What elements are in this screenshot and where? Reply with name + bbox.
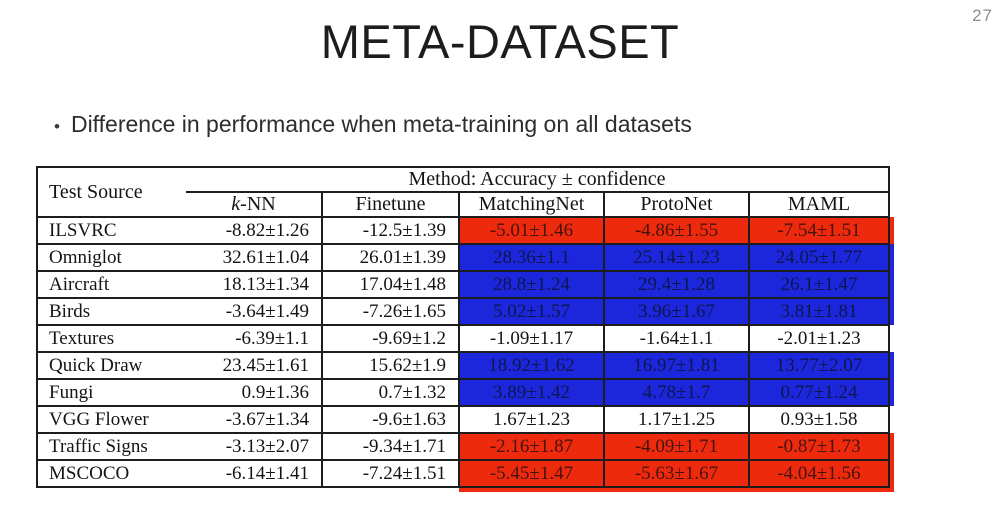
row-label: MSCOCO bbox=[36, 459, 186, 488]
value-cell: -9.34±1.71 bbox=[321, 432, 460, 461]
value-cell: 3.96±1.67 bbox=[603, 297, 750, 326]
value-cell: 0.77±1.24 bbox=[748, 378, 890, 407]
group-header-row: Test Source Method: Accuracy ± confidenc… bbox=[36, 166, 890, 218]
value-cell: 18.92±1.62 bbox=[458, 351, 605, 380]
value-cell: -5.45±1.47 bbox=[458, 459, 605, 488]
table-row: Fungi 0.9±1.36 0.7±1.32 3.89±1.42 4.78±1.7 0.… bbox=[36, 378, 890, 407]
column-header-matchingnet: MatchingNet bbox=[458, 191, 605, 218]
value-cell: -0.87±1.73 bbox=[748, 432, 890, 461]
value-cell: -4.86±1.55 bbox=[603, 216, 750, 245]
value-cell: -6.14±1.41 bbox=[186, 459, 323, 488]
row-label: Aircraft bbox=[36, 270, 186, 299]
value-cell: 0.7±1.32 bbox=[321, 378, 460, 407]
bullet-text: Difference in performance when meta-trai… bbox=[70, 111, 692, 137]
table-row: Birds -3.64±1.49 -7.26±1.65 5.02±1.57 3.96±1… bbox=[36, 297, 890, 326]
value-cell: 1.67±1.23 bbox=[458, 405, 605, 434]
row-label: VGG Flower bbox=[36, 405, 186, 434]
table-row: Textures -6.39±1.1 -9.69±1.2 -1.09±1.17 -1.6… bbox=[36, 324, 890, 353]
value-cell: 28.36±1.1 bbox=[458, 243, 605, 272]
table-row: ILSVRC -8.82±1.26 -12.5±1.39 -5.01±1.46 -4.8… bbox=[36, 216, 890, 245]
value-cell: 16.97±1.81 bbox=[603, 351, 750, 380]
value-cell: 24.05±1.77 bbox=[748, 243, 890, 272]
value-cell: 1.17±1.25 bbox=[603, 405, 750, 434]
method-header-row: k-NN Finetune MatchingNet ProtoNet MAML bbox=[37, 191, 890, 218]
value-cell: -8.82±1.26 bbox=[186, 216, 323, 245]
page-title: META-DATASET bbox=[320, 15, 680, 68]
value-cell: 26.01±1.39 bbox=[321, 243, 460, 272]
results-table-wrap: Test Source Method: Accuracy ± confidenc… bbox=[36, 166, 890, 488]
value-cell: 29.4±1.28 bbox=[603, 270, 750, 299]
value-cell: -5.01±1.46 bbox=[458, 216, 605, 245]
value-cell: 5.02±1.57 bbox=[458, 297, 605, 326]
column-header-k-nn: k-NN bbox=[186, 191, 323, 218]
value-cell: 32.61±1.04 bbox=[186, 243, 323, 272]
value-cell: -2.16±1.87 bbox=[458, 432, 605, 461]
table-row: MSCOCO -6.14±1.41 -7.24±1.51 -5.45±1.47 -5.6… bbox=[36, 459, 890, 488]
table-row: Omniglot 32.61±1.04 26.01±1.39 28.36±1.1 25.… bbox=[36, 243, 890, 272]
value-cell: -3.64±1.49 bbox=[186, 297, 323, 326]
value-cell: 17.04±1.48 bbox=[321, 270, 460, 299]
value-cell: -3.67±1.34 bbox=[186, 405, 323, 434]
value-cell: 0.93±1.58 bbox=[748, 405, 890, 434]
row-label: Traffic Signs bbox=[36, 432, 186, 461]
bullet-line: • Difference in performance when meta-tr… bbox=[54, 111, 692, 138]
value-cell: -9.6±1.63 bbox=[321, 405, 460, 434]
row-label: Textures bbox=[36, 324, 186, 353]
value-cell: -7.26±1.65 bbox=[321, 297, 460, 326]
value-cell: -3.13±2.07 bbox=[186, 432, 323, 461]
value-cell: -4.04±1.56 bbox=[748, 459, 890, 488]
value-cell: 3.89±1.42 bbox=[458, 378, 605, 407]
value-cell: 28.8±1.24 bbox=[458, 270, 605, 299]
row-label: ILSVRC bbox=[36, 216, 186, 245]
results-table: Test Source Method: Accuracy ± confidenc… bbox=[36, 166, 890, 488]
column-header-finetune: Finetune bbox=[321, 191, 460, 218]
row-label: Quick Draw bbox=[36, 351, 186, 380]
table-row: Traffic Signs -3.13±2.07 -9.34±1.71 -2.16±1… bbox=[36, 432, 890, 461]
table-row: Aircraft 18.13±1.34 17.04±1.48 28.8±1.24 29.… bbox=[36, 270, 890, 299]
table-row: VGG Flower -3.67±1.34 -9.6±1.63 1.67±1.23 1.… bbox=[36, 405, 890, 434]
value-cell: 0.9±1.36 bbox=[186, 378, 323, 407]
slide-number: 27 bbox=[972, 6, 993, 25]
value-cell: -1.09±1.17 bbox=[458, 324, 605, 353]
value-cell: -5.63±1.67 bbox=[603, 459, 750, 488]
value-cell: -1.64±1.1 bbox=[603, 324, 750, 353]
row-label: Birds bbox=[36, 297, 186, 326]
value-cell: 18.13±1.34 bbox=[186, 270, 323, 299]
value-cell: 26.1±1.47 bbox=[748, 270, 890, 299]
value-cell: -2.01±1.23 bbox=[748, 324, 890, 353]
column-header-protonet: ProtoNet bbox=[603, 191, 750, 218]
bullet-icon: • bbox=[54, 117, 60, 136]
value-cell: -9.69±1.2 bbox=[321, 324, 460, 353]
value-cell: 3.81±1.81 bbox=[748, 297, 890, 326]
value-cell: 25.14±1.23 bbox=[603, 243, 750, 272]
value-cell: 4.78±1.7 bbox=[603, 378, 750, 407]
value-cell: -12.5±1.39 bbox=[321, 216, 460, 245]
row-label: Fungi bbox=[36, 378, 186, 407]
value-cell: -7.54±1.51 bbox=[748, 216, 890, 245]
corner-header: Test Source bbox=[36, 166, 186, 218]
value-cell: 15.62±1.9 bbox=[321, 351, 460, 380]
group-header: Method: Accuracy ± confidence bbox=[186, 166, 890, 193]
value-cell: 13.77±2.07 bbox=[748, 351, 890, 380]
row-label: Omniglot bbox=[36, 243, 186, 272]
value-cell: -7.24±1.51 bbox=[321, 459, 460, 488]
value-cell: 23.45±1.61 bbox=[186, 351, 323, 380]
value-cell: -6.39±1.1 bbox=[186, 324, 323, 353]
value-cell: -4.09±1.71 bbox=[603, 432, 750, 461]
table-row: Quick Draw 23.45±1.61 15.62±1.9 18.92±1.62 1… bbox=[36, 351, 890, 380]
column-header-maml: MAML bbox=[748, 191, 890, 218]
